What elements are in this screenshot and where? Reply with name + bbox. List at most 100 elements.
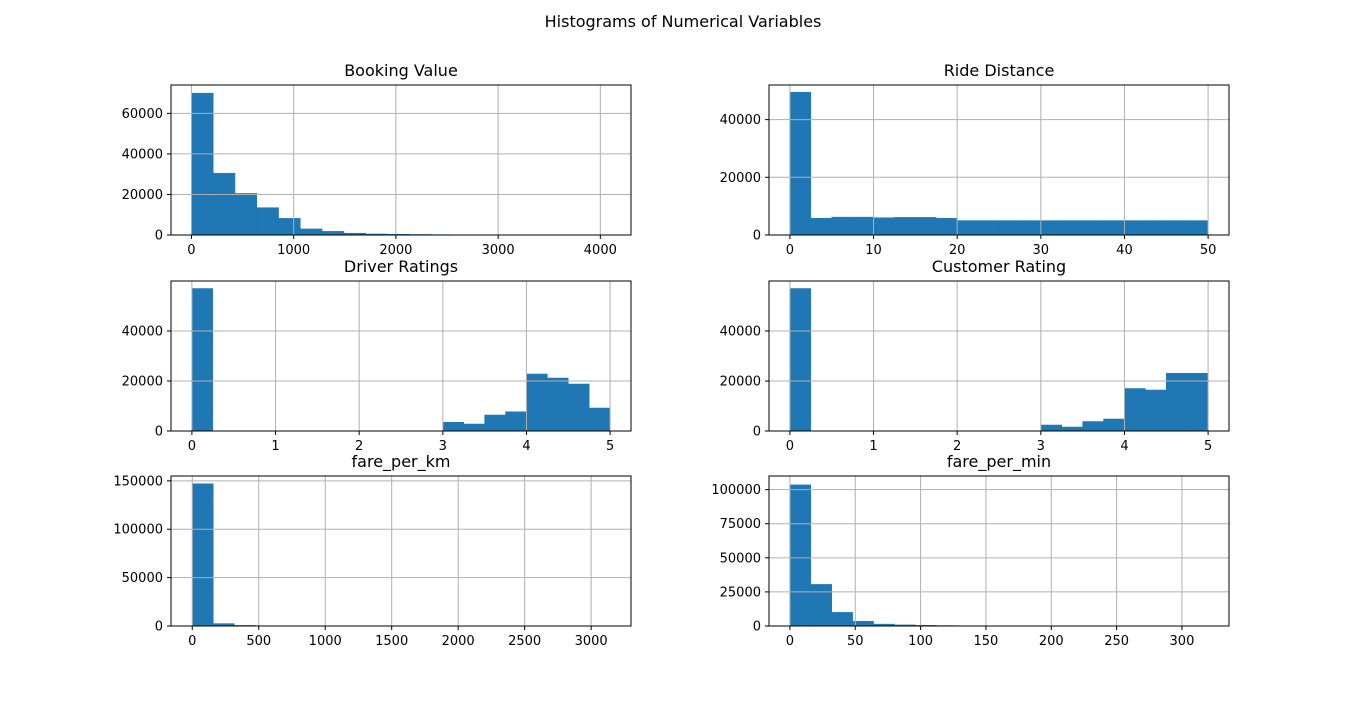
bar [212,172,236,236]
x-tick-label: 50 [1200,243,1217,258]
x-tick-label: 0 [187,243,195,258]
y-tick-label: 50000 [720,551,761,566]
subplot-title: fare_per_min [947,452,1051,472]
subplot-3: 0 1 2 3 4 5 0 20000 40000 Driver Ratings [122,257,632,454]
axes-frame [170,280,632,432]
y-tick-label: 20000 [122,375,163,390]
bar [442,422,464,432]
bar [831,612,853,627]
x-tick-label: 50 [847,634,864,649]
y-tick-label: 0 [155,425,163,440]
bar [1166,220,1188,236]
x-tick-label: 1 [271,439,279,454]
bar [1040,424,1062,432]
x-tick-label: 4 [1120,439,1128,454]
bar [936,218,958,236]
y-tick-label: 40000 [122,147,163,162]
y-tick-label: 0 [155,229,163,244]
y-tick-label: 60000 [122,107,163,122]
bar [278,218,301,236]
subplot-5: 0 500 1000 1500 2000 2500 3000 0 50000 100000 1500… [113,452,632,649]
x-tick-label: 40 [1116,243,1133,258]
x-tick-label: 1 [869,439,877,454]
x-tick-label: 3 [1037,439,1045,454]
x-tick-label: 1500 [375,634,408,649]
bar [1124,220,1146,236]
subplot-6: 0 50 100 150 200 250 300 0 25000 50000 75000 100000… [711,452,1230,649]
bar [1186,373,1209,432]
bar [956,220,979,236]
bar [852,216,874,236]
x-tick-label: 1000 [277,243,310,258]
x-tick-label: 5 [606,439,614,454]
x-tick-label: 4000 [584,243,617,258]
subplot-title: Customer Rating [932,257,1066,276]
x-tick-label: 3 [439,439,447,454]
x-tick-label: 30 [1033,243,1050,258]
subplot-4: 0 1 2 3 4 5 0 20000 40000 Customer Rating [720,257,1230,454]
bar [1019,220,1042,236]
y-tick-label: 100000 [711,483,761,498]
bar [1186,220,1209,236]
bar [234,193,258,236]
bar [484,414,506,432]
subplot-2: 0 10 20 30 40 50 0 20000 40000 Ride Distance [720,61,1230,258]
subplot-title: Ride Distance [944,61,1055,80]
bar [256,207,279,236]
bar [894,217,916,236]
subplot-grid: 0 1000 2000 3000 40000200004000060000Booking… [113,61,1230,649]
x-tick-label: 2000 [379,243,412,258]
y-tick-label: 0 [753,620,761,635]
x-tick-label: 150 [974,634,999,649]
bar [831,216,853,236]
x-tick-label: 0 [786,439,794,454]
x-tick-label: 2 [355,439,363,454]
x-tick-label: 100 [908,634,933,649]
y-tick-label: 20000 [720,171,761,186]
axes-frame [768,280,1230,432]
x-tick-label: 2000 [442,634,475,649]
y-tick-label: 20000 [122,188,163,203]
bar [191,92,214,236]
y-tick-label: 75000 [720,517,761,532]
bar [977,220,1000,236]
y-tick-label: 150000 [113,474,163,489]
x-tick-label: 10 [865,243,882,258]
x-tick-label: 250 [1104,634,1129,649]
bar [789,484,812,627]
bar [192,483,214,627]
axes-frame [170,84,632,236]
bar [1166,373,1188,432]
bar [568,383,590,432]
bar [789,91,812,236]
bar [1124,388,1146,432]
bar [1061,426,1083,432]
subplot-title: Booking Value [344,61,458,80]
y-tick-label: 0 [753,425,761,440]
x-tick-label: 0 [188,439,196,454]
x-tick-label: 500 [246,634,271,649]
y-tick-label: 40000 [720,325,761,340]
bar [789,288,812,432]
bar [1103,220,1125,236]
y-tick-label: 100000 [113,523,163,538]
bar [1145,389,1167,432]
x-tick-label: 200 [1039,634,1064,649]
bar [810,218,832,236]
subplot-title: Driver Ratings [344,257,458,276]
subplot-title: fare_per_km [352,452,451,472]
x-tick-label: 300 [1170,634,1195,649]
bar [915,217,937,236]
y-tick-label: 25000 [720,585,761,600]
bar [852,620,874,627]
axes-frame [768,84,1230,236]
y-tick-label: 20000 [720,375,761,390]
x-tick-label: 5 [1204,439,1212,454]
x-tick-label: 0 [786,634,794,649]
y-tick-label: 0 [155,620,163,635]
subplot-1: 0 1000 2000 3000 40000200004000060000Booking… [122,61,632,258]
x-tick-label: 2 [953,439,961,454]
figure-title: Histograms of Numerical Variables [545,12,822,31]
bar [463,423,485,432]
